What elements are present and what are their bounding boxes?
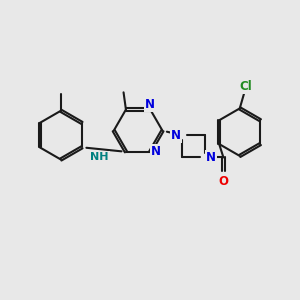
Text: Cl: Cl	[239, 80, 252, 94]
Text: N: N	[151, 145, 160, 158]
Text: N: N	[171, 129, 181, 142]
Text: N: N	[206, 151, 216, 164]
Text: NH: NH	[90, 152, 109, 162]
Text: N: N	[145, 98, 155, 111]
Text: O: O	[218, 175, 228, 188]
